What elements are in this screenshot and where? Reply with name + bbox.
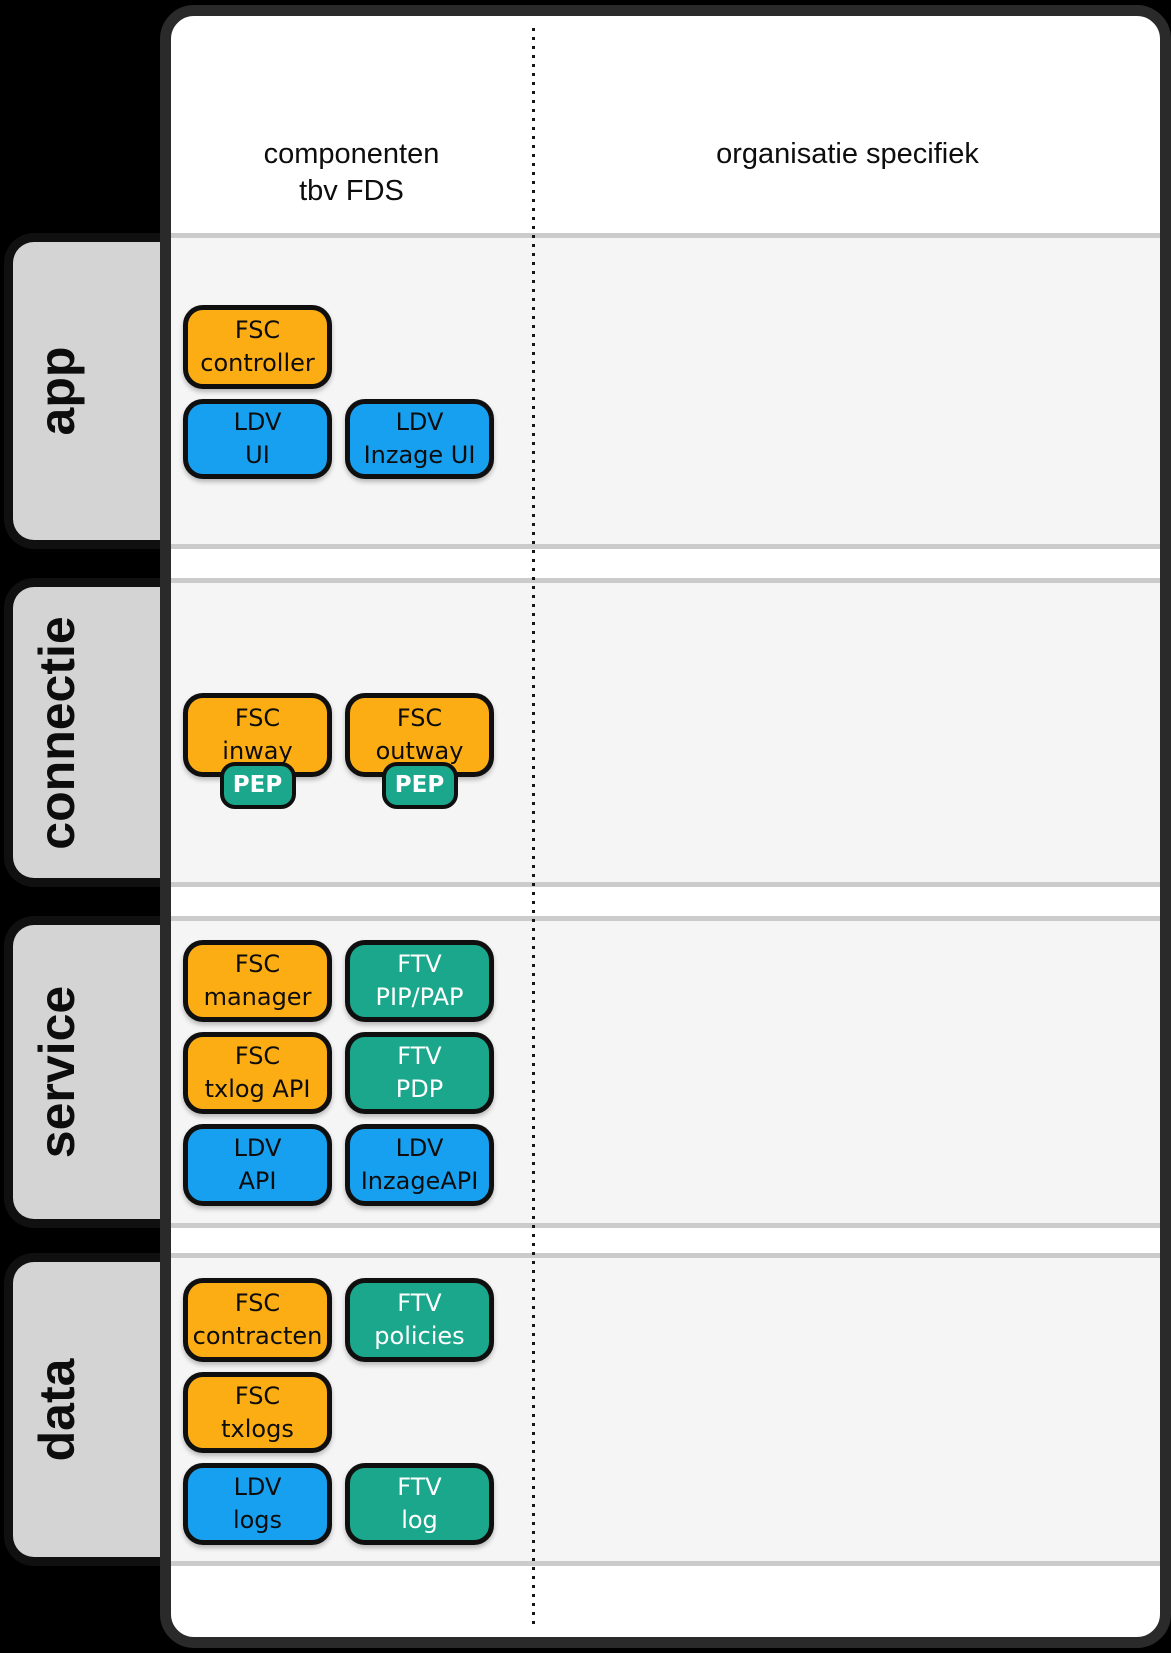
component-label-line: InzageAPI [360, 1167, 479, 1195]
component-ftv-pdp: FTV PDP [345, 1032, 494, 1114]
component-label-line: LDV [233, 408, 282, 436]
component-label-line: outway [375, 737, 464, 765]
layer-tab-app: app [4, 233, 172, 549]
component-label-line: FSC [396, 704, 443, 732]
component-label-line: txlogs [221, 1414, 294, 1443]
component-label-line: LDV [395, 408, 444, 436]
component-ftv-pip-pap: FTV PIP/PAP [345, 940, 494, 1022]
layer-band-app: FSC controller LDV UI LDV Inzage UI [171, 233, 1160, 549]
layer-tab-service: service [4, 916, 172, 1228]
pep-badge: PEP [381, 762, 458, 809]
layer-band-data: FSC contracten FTV policies FSC txlogs LDV logs… [171, 1253, 1160, 1566]
component-label-line: FSC [234, 316, 281, 344]
component-ldv-ui: LDV UI [183, 399, 332, 479]
column-header-organisatie: organisatie specifiek [716, 138, 979, 170]
component-fsc-txlog-api: FSC txlog API [183, 1032, 332, 1114]
component-fsc-manager: FSC manager [183, 940, 332, 1022]
component-ldv-api: LDV API [183, 1124, 332, 1206]
column-header-fds-line1: componenten [263, 138, 440, 170]
component-label-line: LDV [233, 1473, 282, 1501]
layer-tab-connectie: connectie [4, 578, 172, 887]
component-label-line: LDV [395, 1134, 444, 1162]
component-ldv-logs: LDV logs [183, 1463, 332, 1545]
component-ldv-inzage-ui: LDV Inzage UI [345, 399, 494, 479]
layer-band-service: FSC manager FTV PIP/PAP FSC txlog API FTV PDP LD… [171, 916, 1160, 1228]
component-label-line: FSC [234, 1289, 281, 1317]
component-label-line: FSC [234, 1381, 281, 1410]
component-label-line: FSC [234, 950, 281, 978]
component-label-line: LDV [233, 1134, 282, 1162]
layer-band-connectie: FSC inway PEP FSC outway PEP [171, 578, 1160, 887]
component-ftv-policies: FTV policies [345, 1278, 494, 1362]
component-label-line: txlog API [204, 1075, 311, 1103]
component-label-line: Inzage UI [363, 441, 476, 469]
component-fsc-contracten: FSC contracten [183, 1278, 332, 1362]
component-label-line: log [401, 1506, 438, 1534]
component-label-line: UI [245, 441, 270, 469]
layer-tab-label: data [29, 1358, 85, 1461]
diagram-container: componenten tbv FDS organisatie specifie… [160, 5, 1171, 1648]
component-label-line: policies [374, 1322, 465, 1350]
component-label-line: API [238, 1167, 277, 1195]
component-label-line: FTV [397, 950, 442, 978]
component-label-line: controller [200, 349, 315, 377]
layer-tab-label: app [29, 346, 85, 436]
component-fsc-outway: FSC outway PEP [345, 693, 494, 809]
component-ldv-inzageapi: LDV InzageAPI [345, 1124, 494, 1206]
component-label-line: contracten [192, 1322, 323, 1350]
column-header-fds-line2: tbv FDS [299, 175, 404, 207]
component-label-line: FTV [397, 1473, 442, 1501]
layer-tab-data: data [4, 1253, 172, 1566]
layer-tab-label: connectie [29, 615, 85, 850]
component-label-line: FSC [234, 1042, 281, 1070]
column-header-fds: componenten tbv FDS [171, 136, 532, 210]
component-label-line: FSC [234, 704, 281, 732]
component-label-line: logs [232, 1506, 283, 1534]
component-label-line: manager [203, 983, 312, 1011]
layer-tab-label: service [29, 985, 85, 1159]
pep-badge: PEP [219, 762, 296, 809]
component-label-line: PIP/PAP [375, 983, 464, 1011]
component-label-line: FTV [397, 1289, 442, 1317]
component-ftv-log: FTV log [345, 1463, 494, 1545]
component-label-line: FTV [397, 1042, 442, 1070]
component-fsc-inway: FSC inway PEP [183, 693, 332, 809]
component-fsc-controller: FSC controller [183, 305, 332, 389]
component-label-line: inway [222, 737, 293, 765]
component-label-line: PDP [395, 1075, 444, 1103]
column-divider-dotted-line [532, 28, 535, 1629]
component-fsc-txlogs: FSC txlogs [183, 1372, 332, 1453]
